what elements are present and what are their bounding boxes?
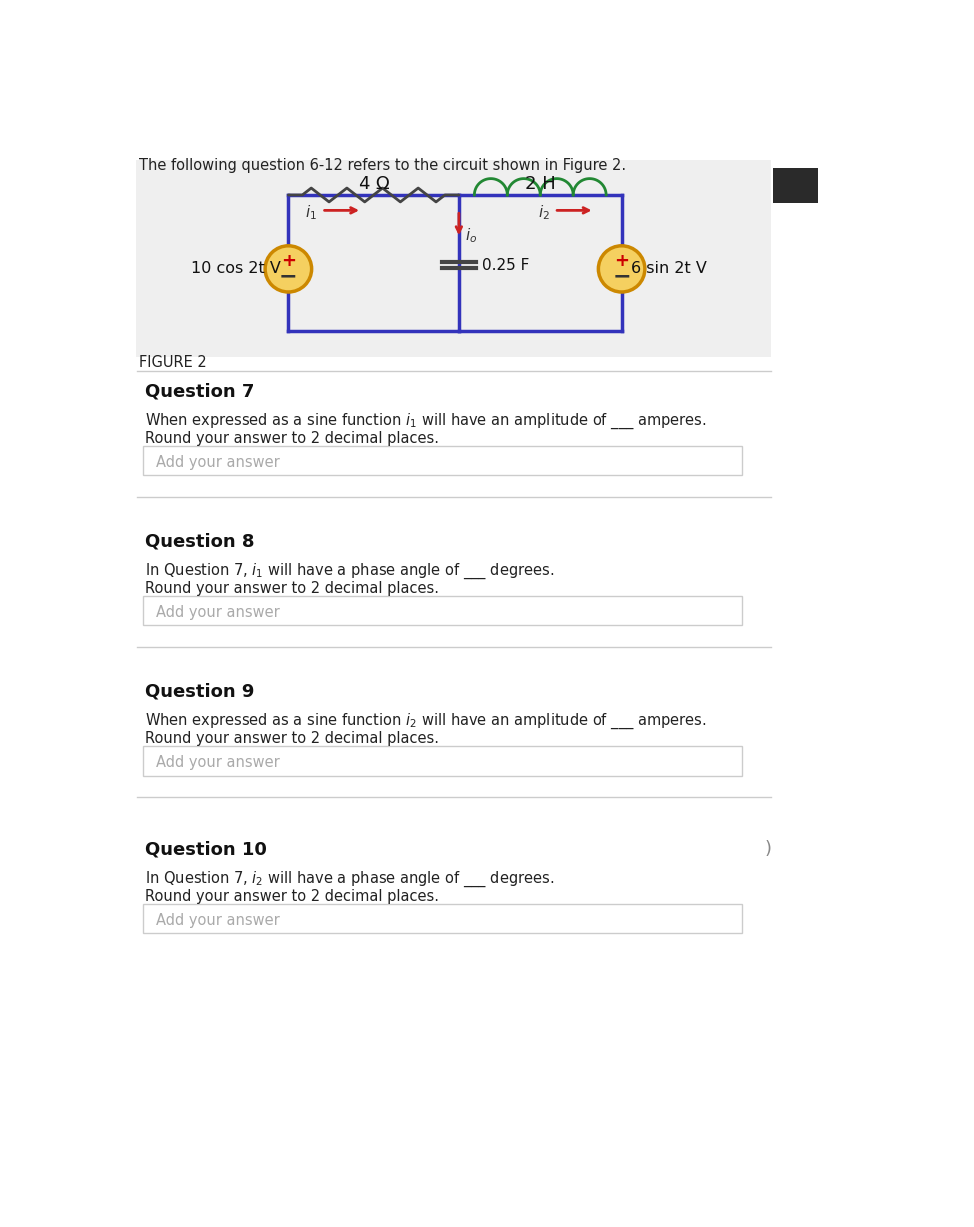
Bar [143,445,742,475]
Text: ): ) [765,840,771,858]
Text: Question 8: Question 8 [145,533,254,550]
Text: When expressed as a sine function $\it{i}_{2}$ will have an amplitude of ___ amp: When expressed as a sine function $\it{i… [145,712,706,731]
Text: The following question 6-12 refers to the circuit shown in Figure 2.: The following question 6-12 refers to th… [139,158,626,173]
Bar [143,596,742,626]
Text: $i_2$: $i_2$ [538,204,549,222]
Text: FIGURE 2: FIGURE 2 [139,355,206,371]
Text: $i_1$: $i_1$ [305,204,318,222]
Text: In Question 7, $\it{i}_{2}$ will have a phase angle of ___ degrees.: In Question 7, $\it{i}_{2}$ will have a … [145,870,554,888]
Text: Round your answer to 2 decimal places.: Round your answer to 2 decimal places. [145,431,439,445]
Text: Add your answer: Add your answer [156,913,280,928]
Text: In Question 7, $\it{i}_{1}$ will have a phase angle of ___ degrees.: In Question 7, $\it{i}_{1}$ will have a … [145,562,554,580]
Circle shape [265,245,312,292]
Text: 10 cos 2t V: 10 cos 2t V [191,261,281,276]
Text: Round your answer to 2 decimal places.: Round your answer to 2 decimal places. [145,580,439,596]
Text: Add your answer: Add your answer [156,605,280,620]
Bar [143,746,742,775]
Bar [135,161,771,357]
Text: Add your answer: Add your answer [156,755,280,771]
Text: $i_o$: $i_o$ [465,227,477,245]
Text: −: − [280,266,298,287]
Text: +: + [281,253,296,270]
Text: 6 sin 2t V: 6 sin 2t V [631,261,707,276]
Text: When expressed as a sine function $\it{i}_{1}$ will have an amplitude of ___ amp: When expressed as a sine function $\it{i… [145,411,706,431]
Text: +: + [615,253,629,270]
Bar [772,168,818,202]
Text: Question 7: Question 7 [145,382,254,400]
Text: Question 9: Question 9 [145,682,254,701]
Text: Add your answer: Add your answer [156,455,280,470]
Text: 2 H: 2 H [525,175,555,193]
Bar [143,904,742,934]
Text: −: − [613,266,631,287]
Text: 4 $\Omega$: 4 $\Omega$ [357,175,390,193]
Circle shape [598,245,645,292]
Text: Round your answer to 2 decimal places.: Round your answer to 2 decimal places. [145,888,439,904]
Text: 0.25 F: 0.25 F [482,258,530,272]
Text: Question 10: Question 10 [145,840,267,858]
Text: Round your answer to 2 decimal places.: Round your answer to 2 decimal places. [145,731,439,746]
